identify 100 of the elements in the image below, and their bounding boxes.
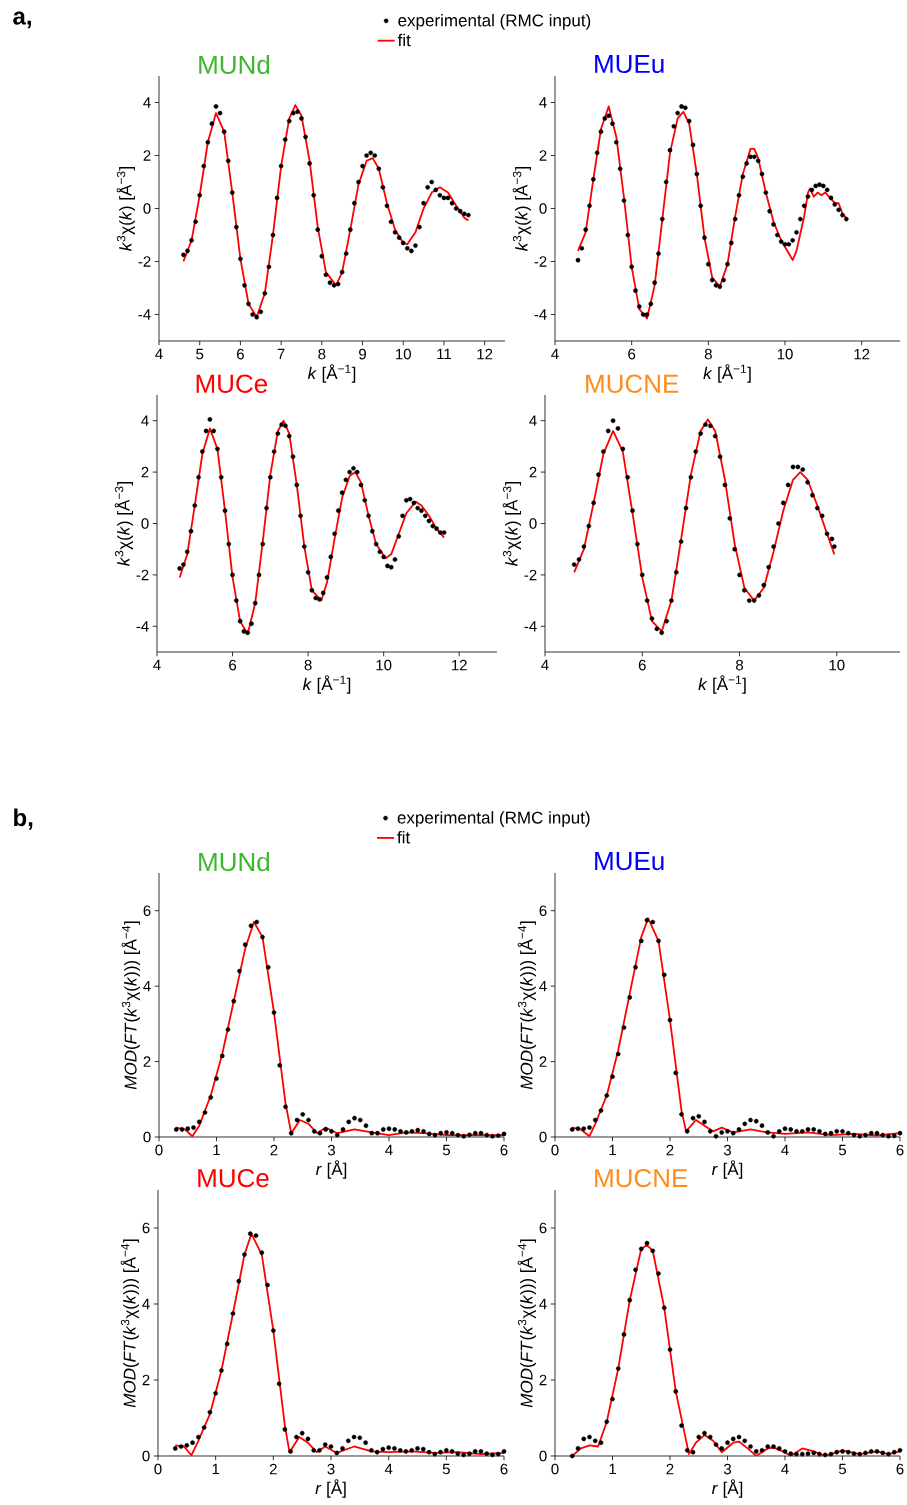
x-tick-label: 5 [442,1144,451,1156]
x-tick-label: 5 [838,1144,847,1156]
x-tick-label: 12 [452,659,467,671]
x-axis-title: r [Å] [711,1479,743,1498]
x-tick-label: 9 [359,348,366,360]
x-tick-label: 2 [666,1463,674,1475]
x-tick-label: 6 [628,348,636,360]
x-tick-label: 6 [229,659,237,671]
y-tick-label: 2 [143,150,151,161]
chart-title: MUCe [196,374,268,393]
y-tick-label: -2 [524,569,537,581]
x-tick-label: 3 [723,1463,732,1475]
y-tick-label: 4 [142,1298,150,1310]
chart-title: MUEu [595,852,664,871]
y-tick-label: 0 [539,1450,547,1462]
x-tick-label: 1 [609,1463,616,1475]
x-axis-title: k [Å$^{−1}$] [302,675,351,694]
text: b, [14,808,33,830]
x-tick-label: 4 [155,348,163,360]
chart-title: MUCe [198,1168,269,1188]
y-tick-label: 2 [539,1056,547,1067]
y-tick-label: -2 [136,569,149,581]
legend-label: fit [397,33,411,47]
x-tick-label: 6 [896,1144,904,1156]
x-tick-label: 6 [500,1463,508,1475]
y-tick-label: -4 [138,309,151,320]
x-axis-title: k [Å$^{−1}$] [307,364,356,383]
x-tick-label: 4 [384,1463,393,1475]
y-tick-label: 0 [141,518,149,529]
x-tick-label: 0 [551,1144,559,1156]
x-tick-label: 4 [551,348,559,360]
text: MOD(FT(k$^{3}$χ(k))) [Å$^{−4}$] [517,1239,536,1408]
x-tick-label: 8 [736,659,744,671]
text: MOD(FT(k$^{3}$χ(k))) [Å$^{−4}$] [517,921,536,1090]
y-axis-title: k$^{3}$χ(k) [Å$^{−3}$] [114,482,133,566]
x-tick-label: 7 [277,348,285,360]
x-tick-label: 5 [442,1463,450,1475]
x-axis-title: k [Å$^{−1}$] [698,675,746,694]
x-tick-label: 4 [153,659,161,671]
x-tick-label: 10 [396,348,411,360]
x-tick-label: 1 [212,1463,220,1475]
x-tick-label: 12 [477,348,493,360]
x-tick-label: 4 [781,1463,789,1475]
x-tick-label: 4 [781,1144,789,1156]
x-tick-label: 4 [385,1144,393,1156]
x-tick-label: 2 [270,1144,278,1156]
y-tick-label: 2 [142,1374,150,1386]
chart-title: MUCNE [586,374,679,393]
chart-title: MUEu [595,54,664,74]
x-tick-label: 8 [304,659,312,671]
x-tick-label: 12 [854,348,870,360]
x-tick-label: 2 [666,1144,674,1156]
y-tick-label: 4 [539,980,547,992]
legend-label: experimental (RMC input) [398,13,591,30]
x-tick-label: 11 [437,348,451,360]
chart-title: MUNd [199,54,270,75]
y-tick-label: -2 [534,256,547,267]
y-axis-title: k$^{3}$χ(k) [Å$^{−3}$] [116,167,135,251]
x-tick-label: 8 [318,348,326,360]
y-tick-label: 2 [143,1056,151,1067]
y-tick-label: 6 [539,1222,547,1234]
x-tick-label: 3 [327,1463,335,1475]
x-axis-title: k [Å$^{−1}$] [703,364,751,383]
x-tick-label: 1 [609,1144,616,1156]
y-tick-label: 2 [529,466,537,478]
x-tick-label: 10 [777,348,793,360]
x-tick-label: 1 [213,1144,220,1156]
y-tick-label: 0 [142,1450,150,1462]
y-tick-label: 4 [143,97,151,108]
y-tick-label: 0 [143,1131,151,1143]
y-axis-title: k$^{3}$χ(k) [Å$^{−3}$] [512,167,531,251]
y-tick-label: 4 [539,1298,547,1310]
x-tick-label: 8 [704,348,712,360]
x-tick-label: 3 [327,1144,336,1156]
x-tick-label: 6 [638,659,646,671]
x-tick-label: 6 [237,348,244,360]
y-tick-label: 0 [539,203,547,214]
y-tick-label: 2 [539,150,547,161]
x-tick-label: 5 [196,348,204,360]
chart-title: MUCNE [595,1168,688,1188]
y-tick-label: 4 [141,415,149,426]
y-tick-label: 4 [529,415,537,426]
y-tick-label: -2 [138,256,151,267]
legend-label: experimental (RMC input) [397,811,590,828]
y-tick-label: 4 [539,97,547,108]
text: MOD(FT(k$^{3}$χ(k))) [Å$^{−4}$] [120,1239,139,1408]
y-tick-label: 2 [141,466,149,478]
y-tick-label: 0 [143,203,151,214]
y-tick-label: 0 [529,518,537,529]
x-tick-label: 6 [896,1463,904,1475]
y-tick-label: 6 [143,905,151,917]
x-tick-label: 2 [269,1463,277,1475]
y-tick-label: 0 [539,1131,547,1143]
y-tick-label: -4 [136,621,149,632]
y-tick-label: -4 [524,621,537,632]
y-tick-label: 6 [539,905,547,917]
x-tick-label: 6 [500,1144,508,1156]
x-axis-title: r [Å] [315,1479,346,1498]
x-tick-label: 10 [829,659,845,671]
chart-title: MUNd [199,852,270,872]
